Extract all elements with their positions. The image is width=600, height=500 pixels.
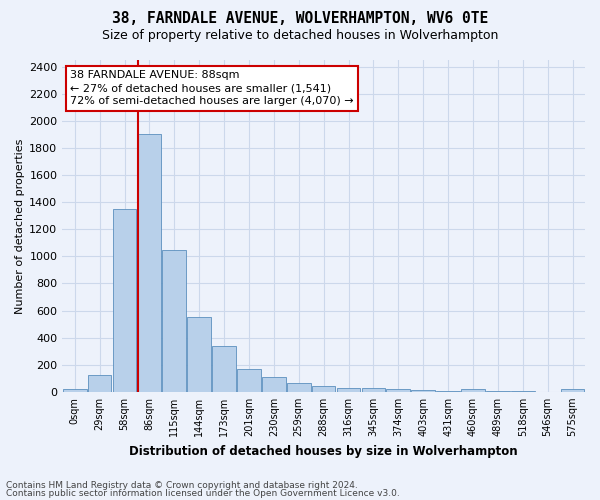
Bar [113,209,136,392]
Text: 38, FARNDALE AVENUE, WOLVERHAMPTON, WV6 0TE: 38, FARNDALE AVENUE, WOLVERHAMPTON, WV6 … [112,11,488,26]
Bar [262,377,286,392]
Bar [362,388,385,392]
Bar [436,391,460,392]
Text: Contains public sector information licensed under the Open Government Licence v3: Contains public sector information licen… [6,489,400,498]
Bar [63,389,86,392]
Bar [237,370,261,392]
Text: Contains HM Land Registry data © Crown copyright and database right 2024.: Contains HM Land Registry data © Crown c… [6,480,358,490]
Text: Size of property relative to detached houses in Wolverhampton: Size of property relative to detached ho… [102,29,498,42]
Bar [561,389,584,392]
Bar [88,375,112,392]
Text: 38 FARNDALE AVENUE: 88sqm
← 27% of detached houses are smaller (1,541)
72% of se: 38 FARNDALE AVENUE: 88sqm ← 27% of detac… [70,70,354,106]
X-axis label: Distribution of detached houses by size in Wolverhampton: Distribution of detached houses by size … [130,444,518,458]
Bar [287,383,311,392]
Bar [337,388,361,392]
Y-axis label: Number of detached properties: Number of detached properties [15,138,25,314]
Bar [312,386,335,392]
Bar [412,390,435,392]
Bar [461,389,485,392]
Bar [163,250,186,392]
Bar [212,346,236,392]
Bar [386,389,410,392]
Bar [187,318,211,392]
Bar [137,134,161,392]
